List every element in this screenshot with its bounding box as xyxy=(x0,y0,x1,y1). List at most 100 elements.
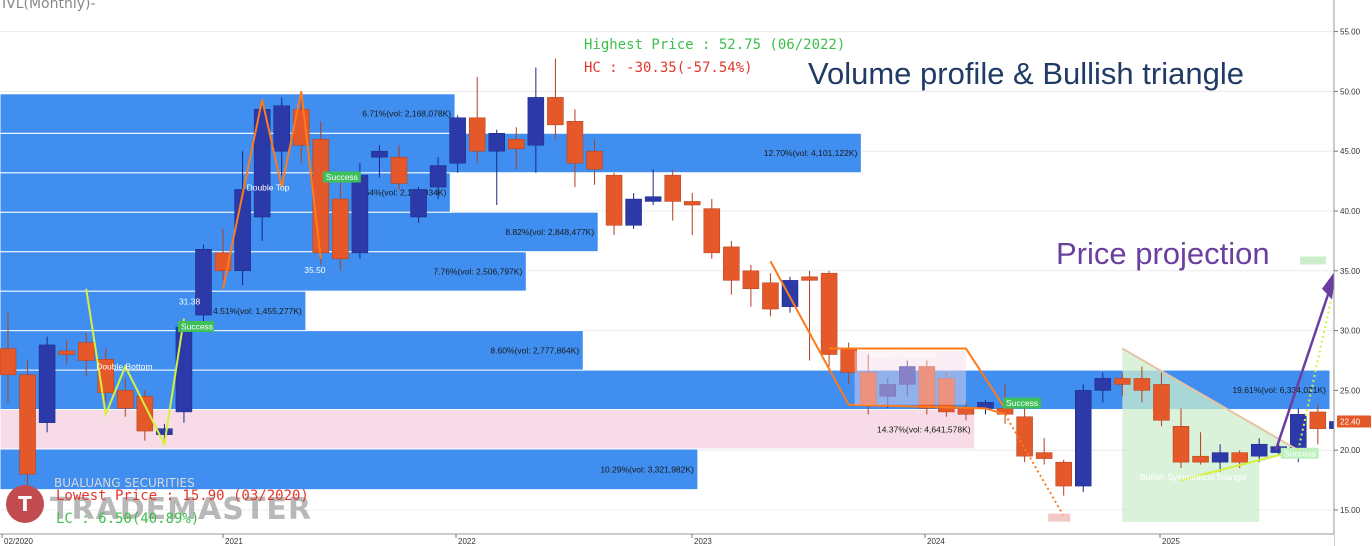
candle-body xyxy=(664,174,681,202)
candle-body xyxy=(371,150,388,158)
candle-body xyxy=(801,276,818,281)
bullish-rectangle-box xyxy=(854,350,966,405)
candle-body xyxy=(820,272,838,355)
candle-body xyxy=(1133,378,1151,391)
candle-body xyxy=(938,378,955,413)
candle-body xyxy=(1016,416,1033,457)
candle-body xyxy=(77,342,95,361)
candle-body xyxy=(957,408,975,415)
volume-profile-bar xyxy=(0,172,451,213)
candle-body xyxy=(586,150,603,170)
candle-body xyxy=(175,326,193,413)
candle-body xyxy=(0,348,17,376)
trademaster-logo: BUALUANG SECURITIES T TRADEMASTER xyxy=(6,476,311,527)
candle-body xyxy=(918,366,936,409)
volume-profile-label: 7.76%(vol: 2,506,797K) xyxy=(433,266,522,276)
chart-header-title: IVL(Monthly)- xyxy=(2,0,96,12)
wedge-target-line xyxy=(1004,413,1065,517)
x-axis-tick-label: 2021 xyxy=(225,537,243,546)
candle-body xyxy=(1153,384,1170,421)
candle-body xyxy=(19,374,36,475)
current-price-label: 22.40 xyxy=(1340,417,1361,426)
candle-body xyxy=(234,189,251,272)
success-badge xyxy=(1003,397,1042,409)
candle-body xyxy=(508,138,525,150)
y-axis-tick-label: 30.00 xyxy=(1340,327,1361,336)
y-axis-tick-label: 20.00 xyxy=(1340,446,1361,455)
success-label: Success xyxy=(1006,398,1038,408)
double-bottom-label: Double Bottom xyxy=(96,361,152,371)
volume-profile-label: 4.51%(vol: 1,455,277K) xyxy=(213,306,302,316)
candle-body xyxy=(566,121,584,164)
candle-body xyxy=(781,280,799,307)
y-axis-tick-label: 55.00 xyxy=(1340,28,1361,37)
volume-profile-label: 8.60%(vol: 2,777,864K) xyxy=(490,345,579,355)
candle-body xyxy=(1055,461,1072,487)
hc-label: HC : -30.35(-57.54%) xyxy=(584,60,753,76)
candle-body xyxy=(253,109,271,218)
candle-body xyxy=(273,105,290,152)
candle-body xyxy=(879,384,896,397)
candle-body xyxy=(723,246,740,281)
wedge-lower-line xyxy=(769,260,1006,416)
volume-profile-label: 6.71%(vol: 2,168,078K) xyxy=(362,109,451,119)
candle-body xyxy=(684,201,701,206)
success-label: Success xyxy=(1284,448,1316,458)
candle-body xyxy=(1172,426,1190,463)
y-axis-tick-label: 25.00 xyxy=(1340,386,1361,395)
volume-profile-bar xyxy=(0,290,307,332)
logo-mark: T xyxy=(6,485,44,523)
x-axis-panel xyxy=(0,534,1334,546)
wedge-target-marker xyxy=(1048,513,1071,522)
candle-body xyxy=(1231,452,1248,463)
candle-body xyxy=(117,390,134,409)
double-top-pattern xyxy=(222,91,322,289)
success-badge xyxy=(322,171,361,183)
candle-body xyxy=(1114,378,1131,385)
candle-body xyxy=(1309,411,1327,429)
volume-profile-label: 8.82%(vol: 2,848,477K) xyxy=(505,227,594,237)
candle-body xyxy=(625,198,642,226)
lc-label: LC : 6.50(40.89%) xyxy=(56,511,200,527)
candle-body xyxy=(703,208,721,254)
candle-body xyxy=(1094,378,1112,391)
lowest-price-label: Lowest Price : 15.90 (03/2020) xyxy=(56,488,309,504)
projection-target-marker xyxy=(1300,256,1326,265)
candle-body xyxy=(762,282,779,310)
candle-body xyxy=(1211,452,1229,463)
logo-brand: TRADEMASTER xyxy=(50,492,312,527)
success-badge xyxy=(177,321,214,333)
triangle-target-dotted xyxy=(1297,270,1339,451)
candle-body xyxy=(527,97,545,146)
logo-subtitle: BUALUANG SECURITIES xyxy=(54,476,195,490)
double-bottom-pattern xyxy=(85,288,185,448)
candle-body xyxy=(488,133,505,152)
success-label: Success xyxy=(326,172,358,182)
volume-profile-bar xyxy=(0,251,527,292)
candle-body xyxy=(644,196,662,202)
x-axis-tick-label: 2023 xyxy=(694,537,712,546)
y-axis-tick-label: 50.00 xyxy=(1340,87,1361,96)
candle-body xyxy=(156,428,173,435)
candle-body xyxy=(429,165,447,188)
candle-body xyxy=(332,198,349,260)
candle-body xyxy=(390,156,408,184)
price-projection-arrow xyxy=(1274,276,1336,451)
triangle-upper-line xyxy=(1121,347,1299,451)
candle-body xyxy=(410,189,427,218)
bullish-triangle-label: Bullish Symmetrical Triangle xyxy=(1140,472,1247,482)
candle-body xyxy=(468,117,486,152)
x-axis-tick-label: 2025 xyxy=(1162,537,1180,546)
candle-body xyxy=(38,344,56,423)
y-axis-tick-label: 15.00 xyxy=(1340,506,1361,515)
label-35-50: 35.50 xyxy=(304,265,326,275)
candle-body xyxy=(1075,390,1092,487)
candle-body xyxy=(1250,443,1268,457)
y-axis-tick-label: 45.00 xyxy=(1340,147,1361,156)
success-label: Success xyxy=(181,322,213,332)
volume-profile-label: 14.37%(vol: 4,641,578K) xyxy=(877,424,971,434)
volume-profile-label: 10.29%(vol: 3,321,982K) xyxy=(600,464,694,474)
candle-body xyxy=(605,174,623,226)
highest-price-label: Highest Price : 52.75 (06/2022) xyxy=(584,37,846,53)
